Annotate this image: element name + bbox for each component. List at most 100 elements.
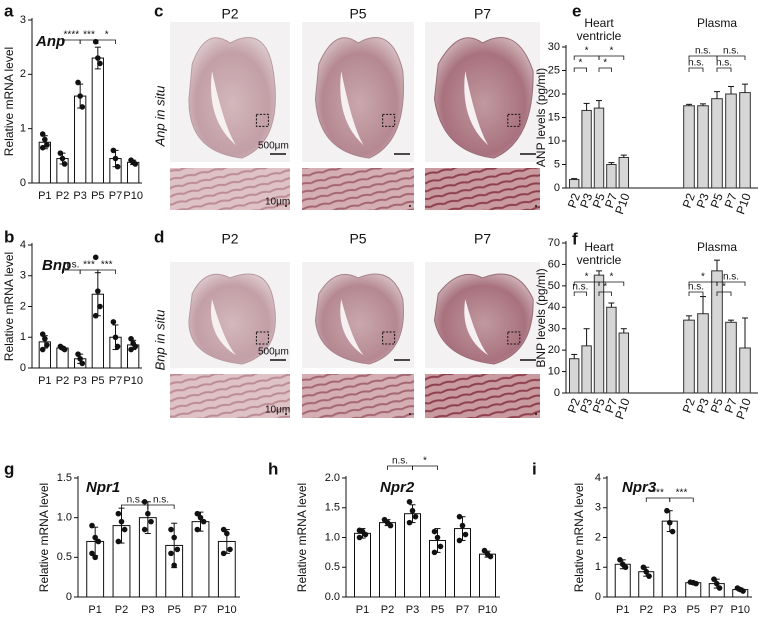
x-tick-label: P7 bbox=[602, 191, 620, 210]
y-tick-label: 0 bbox=[595, 591, 601, 603]
significance-label: * bbox=[603, 58, 607, 69]
data-point bbox=[92, 254, 99, 261]
x-tick-label: P2 bbox=[115, 604, 128, 616]
y-tick-label: 25 bbox=[548, 64, 560, 76]
data-point bbox=[171, 534, 177, 541]
data-point bbox=[114, 163, 121, 170]
significance-label: n.s. bbox=[723, 46, 739, 57]
data-point bbox=[42, 335, 48, 342]
y-tick-label: 0 bbox=[20, 177, 26, 189]
group-label: ventricle bbox=[577, 29, 622, 43]
data-point bbox=[59, 155, 66, 162]
data-point bbox=[693, 580, 699, 587]
data-point bbox=[194, 526, 201, 533]
bar bbox=[606, 306, 617, 394]
significance-label: * bbox=[423, 456, 427, 467]
x-tick-label: P7 bbox=[109, 190, 122, 202]
data-point bbox=[75, 351, 81, 357]
significance-label: n.s. bbox=[63, 260, 79, 271]
group-label: Heart bbox=[584, 16, 614, 30]
x-tick-label: P7 bbox=[456, 604, 469, 616]
significance-bracket bbox=[669, 497, 694, 502]
data-point bbox=[128, 335, 134, 342]
significance-label: *** bbox=[652, 488, 664, 499]
significance-bracket bbox=[573, 291, 587, 296]
significance-label: * bbox=[701, 272, 705, 283]
detail-image bbox=[170, 374, 290, 418]
data-point bbox=[643, 568, 650, 575]
y-tick-label: 0 bbox=[554, 387, 560, 399]
data-point bbox=[362, 531, 369, 538]
significance-label: n.s. bbox=[688, 282, 704, 293]
y-tick-label: 0.5 bbox=[325, 561, 340, 573]
ventricle-lumen bbox=[340, 71, 364, 146]
data-point bbox=[115, 510, 122, 517]
data-point bbox=[44, 142, 50, 148]
ventricle-lumen bbox=[464, 299, 489, 356]
data-point bbox=[89, 522, 95, 529]
y-tick-label: 4 bbox=[595, 472, 601, 484]
x-tick-label: P5 bbox=[687, 604, 700, 616]
data-point bbox=[114, 343, 121, 350]
data-point bbox=[740, 588, 746, 594]
data-point bbox=[95, 288, 101, 294]
significance-bracket bbox=[598, 55, 625, 60]
data-point bbox=[112, 334, 119, 341]
data-point bbox=[141, 526, 148, 533]
x-tick-label: P10 bbox=[733, 191, 754, 216]
x-tick-label: P10 bbox=[612, 191, 633, 216]
data-point bbox=[145, 510, 151, 517]
x-tick-label: P7 bbox=[722, 396, 740, 415]
chart-title: Anp bbox=[35, 33, 65, 50]
data-point bbox=[89, 550, 95, 557]
x-tick-label: P2 bbox=[680, 396, 698, 415]
x-tick-label: P3 bbox=[73, 375, 86, 387]
x-tick-label: P3 bbox=[577, 396, 595, 415]
y-tick-label: 1.5 bbox=[325, 502, 340, 514]
significance-label: *** bbox=[83, 260, 95, 271]
x-tick-label: P5 bbox=[590, 191, 608, 210]
scale-label: 500μm bbox=[258, 141, 289, 152]
data-point bbox=[95, 55, 101, 61]
data-point bbox=[44, 342, 50, 348]
significance-bracket bbox=[716, 281, 746, 286]
y-tick-label: 70 bbox=[548, 237, 560, 249]
bar bbox=[354, 532, 371, 598]
data-point bbox=[431, 528, 438, 535]
data-point bbox=[220, 526, 227, 533]
group-label: Plasma bbox=[697, 16, 737, 30]
data-point bbox=[666, 519, 673, 526]
significance-label: * bbox=[105, 30, 109, 41]
x-tick-label: P5 bbox=[431, 604, 444, 616]
x-tick-label: P10 bbox=[478, 604, 498, 616]
data-point bbox=[110, 319, 117, 325]
group-label: Plasma bbox=[697, 240, 737, 254]
data-point bbox=[39, 144, 46, 151]
data-point bbox=[79, 360, 86, 367]
group-label: ventricle bbox=[577, 253, 622, 267]
x-tick-label: P5 bbox=[91, 375, 104, 387]
x-tick-label: P3 bbox=[663, 604, 676, 616]
y-axis-label: Relative mRNA level bbox=[37, 483, 51, 592]
data-point bbox=[387, 522, 394, 529]
x-tick-label: P7 bbox=[722, 191, 740, 210]
x-tick-label: P10 bbox=[123, 375, 143, 387]
y-tick-label: 30 bbox=[548, 41, 560, 53]
heart-section bbox=[188, 273, 276, 365]
data-point bbox=[456, 537, 463, 544]
column-label: P2 bbox=[221, 231, 238, 247]
detail-image bbox=[425, 374, 540, 418]
panel-letter: i bbox=[532, 459, 537, 478]
x-tick-label: P10 bbox=[730, 604, 750, 616]
significance-bracket bbox=[598, 67, 612, 72]
data-point bbox=[39, 331, 46, 337]
data-point bbox=[462, 531, 469, 538]
column-label: P5 bbox=[349, 231, 366, 247]
y-tick-label: 1.5 bbox=[57, 472, 72, 484]
x-tick-label: P10 bbox=[217, 604, 237, 616]
data-point bbox=[112, 155, 119, 162]
x-tick-label: P5 bbox=[590, 396, 608, 415]
data-point bbox=[132, 343, 139, 350]
significance-label: * bbox=[609, 272, 613, 283]
data-point bbox=[118, 518, 125, 525]
